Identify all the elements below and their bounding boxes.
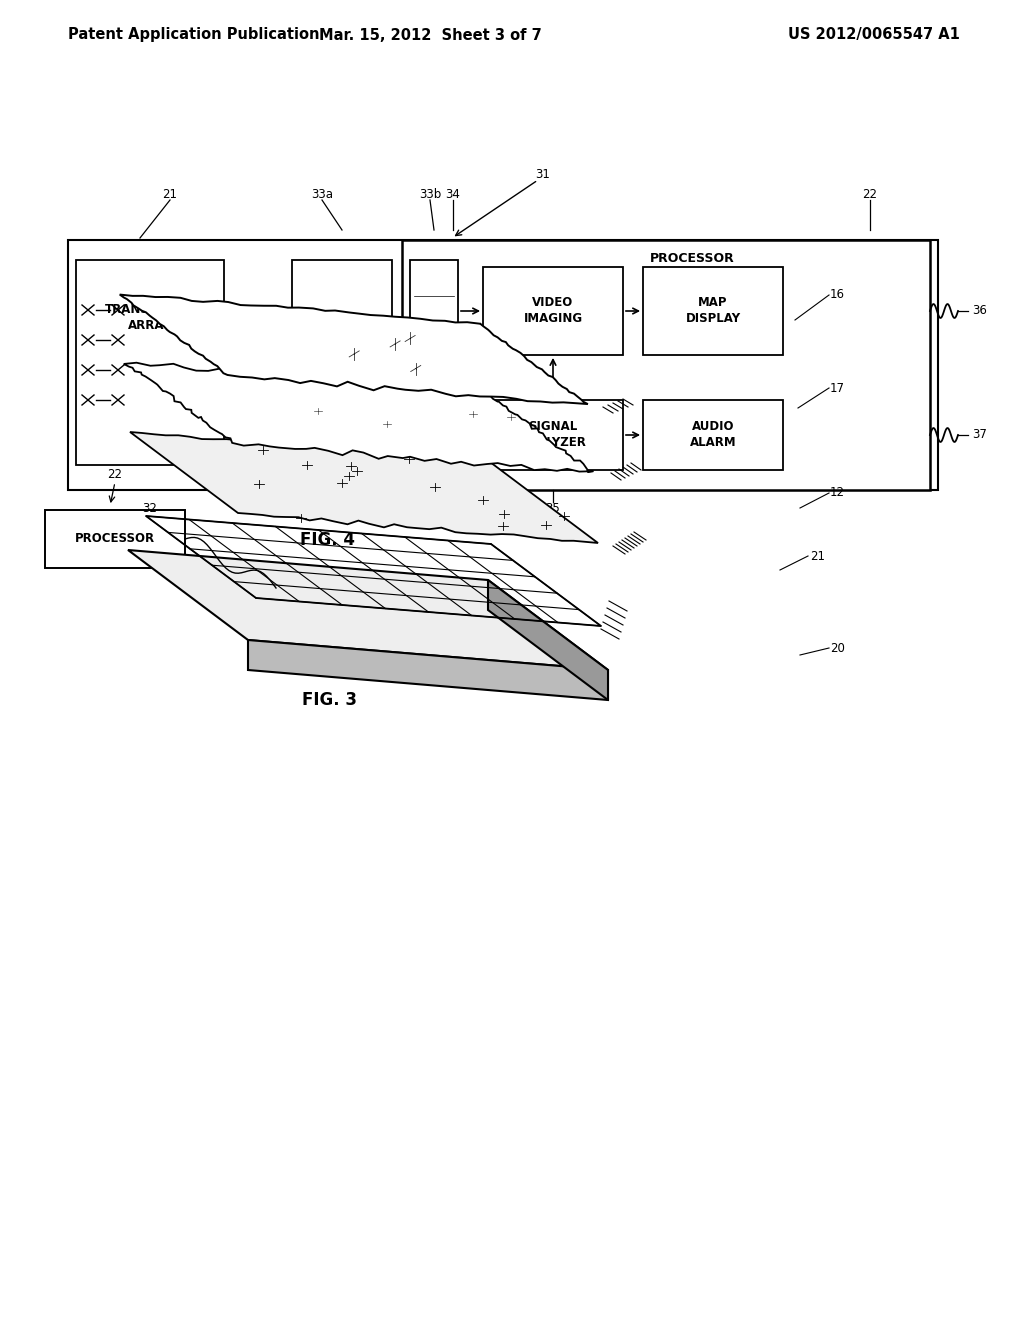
Bar <box>643 400 783 470</box>
Bar <box>68 240 938 490</box>
Polygon shape <box>120 294 588 404</box>
Text: 31: 31 <box>536 168 551 181</box>
Text: 34: 34 <box>445 187 461 201</box>
Polygon shape <box>124 363 593 473</box>
Polygon shape <box>130 432 598 543</box>
Text: 35: 35 <box>546 502 560 515</box>
Polygon shape <box>128 550 608 671</box>
Text: MAP
DISPLAY: MAP DISPLAY <box>685 297 740 326</box>
Text: 22: 22 <box>108 469 123 482</box>
Text: SIGNAL
ANALYZER: SIGNAL ANALYZER <box>519 421 587 450</box>
Text: Mar. 15, 2012  Sheet 3 of 7: Mar. 15, 2012 Sheet 3 of 7 <box>318 28 542 42</box>
Bar <box>402 240 930 490</box>
Text: MULTIPLEXER: MULTIPLEXER <box>429 325 439 405</box>
Text: 22: 22 <box>862 187 878 201</box>
Text: 16: 16 <box>830 289 845 301</box>
Bar <box>76 260 224 465</box>
Text: US 2012/0065547 A1: US 2012/0065547 A1 <box>788 28 961 42</box>
Text: PROCESSOR: PROCESSOR <box>75 532 155 545</box>
Text: 21: 21 <box>810 549 825 562</box>
Text: 37: 37 <box>973 429 987 441</box>
Text: 21: 21 <box>163 187 177 201</box>
Polygon shape <box>488 579 608 700</box>
Text: TRANSDUCER
ARRAY: TRANSDUCER ARRAY <box>104 302 195 331</box>
Text: 32: 32 <box>142 502 158 515</box>
Text: 12: 12 <box>830 487 845 499</box>
Bar <box>483 267 623 355</box>
Text: 36: 36 <box>973 305 987 318</box>
Bar <box>45 510 185 568</box>
Text: FIG. 4: FIG. 4 <box>300 531 355 549</box>
Text: FIG. 3: FIG. 3 <box>302 690 357 709</box>
Text: VIDEO
IMAGING: VIDEO IMAGING <box>523 297 583 326</box>
Text: 17: 17 <box>830 381 845 395</box>
Bar <box>410 260 458 470</box>
Text: AUDIO
ALARM: AUDIO ALARM <box>690 421 736 450</box>
Text: Patent Application Publication: Patent Application Publication <box>68 28 319 42</box>
Bar <box>292 260 392 465</box>
Text: SIGNAL
CONDI-
TIONING: SIGNAL CONDI- TIONING <box>313 341 371 385</box>
Bar <box>483 400 623 470</box>
Text: PROCESSOR: PROCESSOR <box>650 252 735 264</box>
Text: 33b: 33b <box>419 187 441 201</box>
Text: 33a: 33a <box>311 187 333 201</box>
Bar <box>643 267 783 355</box>
Polygon shape <box>248 640 608 700</box>
Text: 20: 20 <box>830 642 845 655</box>
